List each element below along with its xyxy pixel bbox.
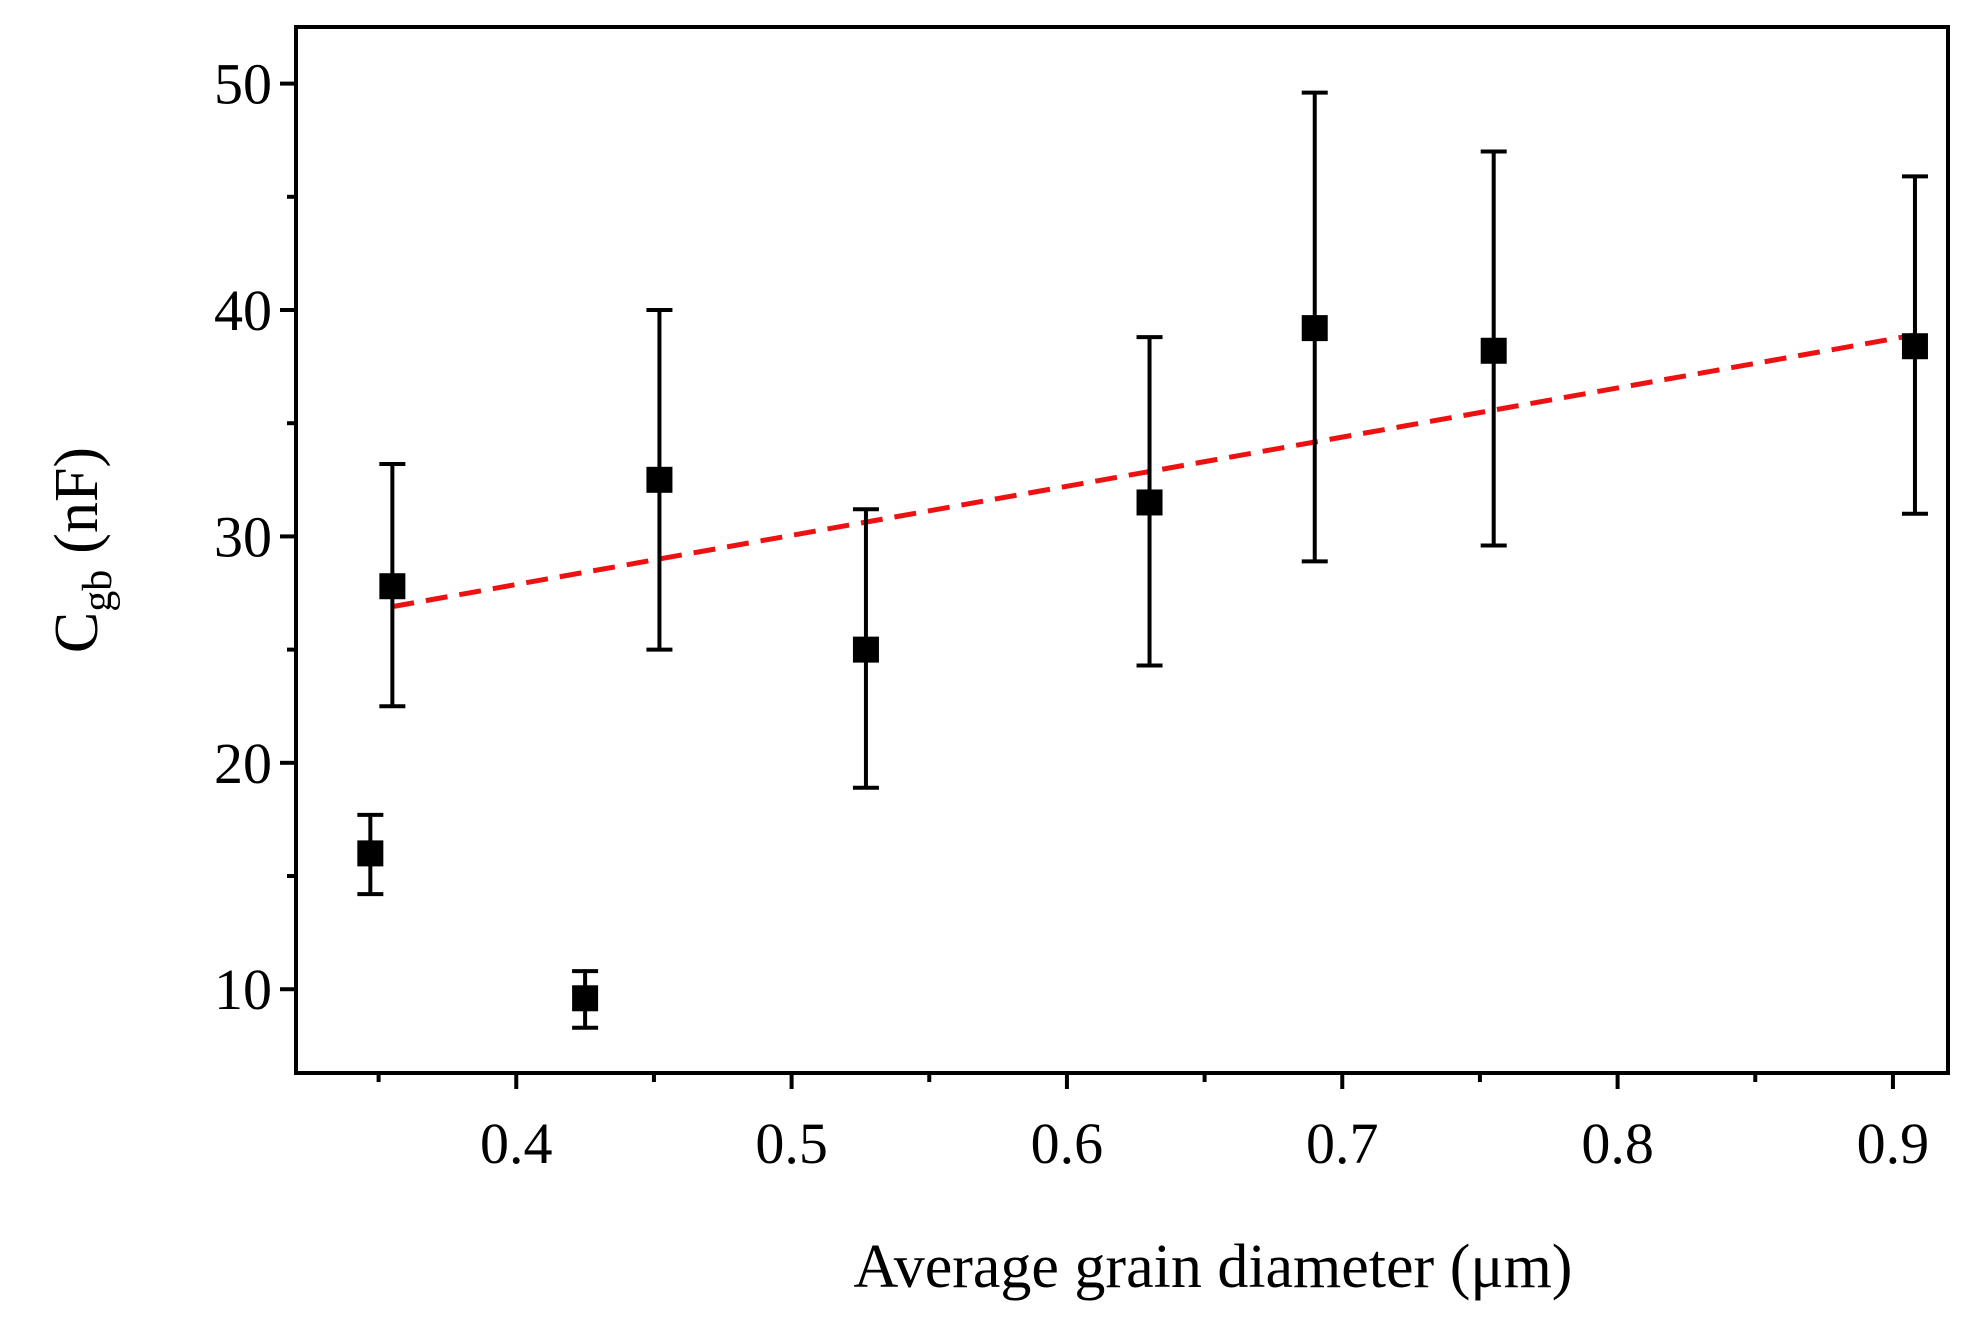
data-point-marker bbox=[1301, 315, 1328, 342]
y-tick-label: 50 bbox=[214, 52, 272, 117]
data-point-marker bbox=[379, 573, 406, 600]
data-point-group bbox=[357, 812, 384, 897]
x-tick-label: 0.7 bbox=[1306, 1111, 1379, 1176]
x-axis-label: Average grain diameter (μm) bbox=[854, 1233, 1573, 1301]
data-point-group bbox=[1901, 174, 1928, 516]
data-point-group bbox=[379, 461, 406, 709]
data-point-group bbox=[852, 507, 879, 790]
data-point-marker bbox=[646, 466, 673, 493]
data-point-marker bbox=[572, 985, 599, 1012]
data-points-layer bbox=[357, 90, 1928, 1030]
x-tick-label: 0.6 bbox=[1031, 1111, 1104, 1176]
data-point-group bbox=[1301, 90, 1328, 564]
y-tick-label: 40 bbox=[214, 278, 272, 343]
data-point-marker bbox=[852, 636, 879, 663]
y-tick-label: 10 bbox=[214, 957, 272, 1022]
data-point-marker bbox=[1901, 333, 1928, 360]
data-point-group bbox=[1480, 149, 1507, 548]
data-point-group bbox=[646, 308, 673, 652]
data-point-group bbox=[1136, 335, 1163, 668]
axis-ticks bbox=[280, 81, 1895, 1089]
axis-tick-labels: 0.4 0.5 0.6 0.7 0.8 0.9 10 20 30 40 50 bbox=[214, 52, 1929, 1176]
x-tick-label: 0.4 bbox=[480, 1111, 553, 1176]
data-point-marker bbox=[1480, 337, 1507, 364]
x-tick-label: 0.5 bbox=[755, 1111, 828, 1176]
data-point-marker bbox=[357, 840, 384, 867]
y-tick-label: 20 bbox=[214, 731, 272, 796]
x-tick-label: 0.8 bbox=[1581, 1111, 1654, 1176]
linear-fit-line bbox=[391, 332, 1916, 610]
y-axis-label: Cgb(nF) bbox=[43, 447, 121, 653]
data-point-marker bbox=[1136, 489, 1163, 516]
fit-line-layer bbox=[391, 332, 1916, 610]
y-tick-label: 30 bbox=[214, 504, 272, 569]
data-point-group bbox=[572, 969, 599, 1030]
x-tick-label: 0.9 bbox=[1857, 1111, 1930, 1176]
plot-frame bbox=[294, 25, 1950, 1075]
